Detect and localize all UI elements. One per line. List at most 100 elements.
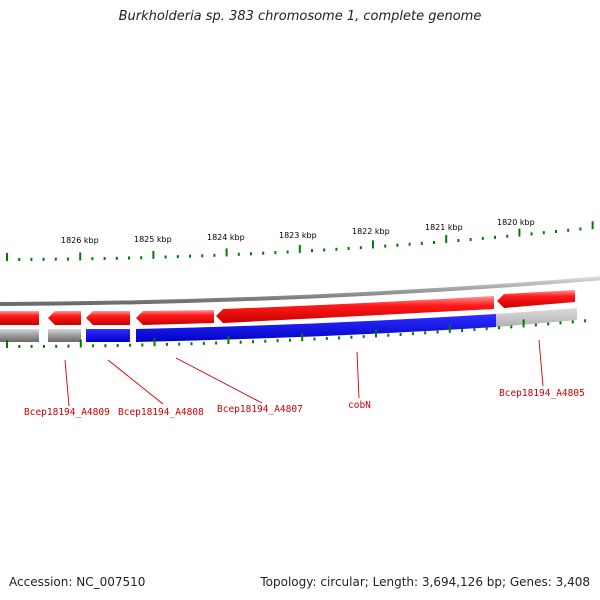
minor-tick: [555, 230, 557, 233]
minor-tick: [396, 243, 399, 247]
gene-segment-reverse[interactable]: [136, 314, 496, 342]
gene-label-a4808[interactable]: Bcep18194_A4808: [118, 407, 204, 418]
gene-arrow-forward[interactable]: [216, 296, 494, 323]
minor-tick: [494, 235, 496, 239]
minor-tick: [165, 342, 168, 346]
minor-tick: [534, 323, 537, 327]
gene-label-a4807[interactable]: Bcep18194_A4807: [217, 404, 303, 415]
major-tick: [153, 338, 156, 347]
minor-tick: [335, 247, 338, 251]
minor-tick: [567, 228, 570, 232]
minor-tick: [91, 257, 94, 261]
minor-tick: [457, 239, 460, 242]
minor-tick: [128, 256, 130, 260]
minor-tick: [141, 343, 144, 347]
minor-tick: [559, 321, 562, 325]
leader-line: [64, 359, 70, 407]
minor-tick: [313, 337, 316, 341]
leader-line: [175, 357, 263, 404]
minor-tick: [387, 333, 390, 337]
tick-marks-upper: [6, 221, 594, 261]
gene-label-cobn[interactable]: cobN: [348, 400, 371, 411]
major-tick: [79, 252, 82, 261]
minor-tick: [408, 242, 411, 246]
genome-summary-text: Topology: circular; Length: 3,694,126 bp…: [260, 575, 590, 589]
minor-tick: [115, 256, 118, 260]
gene-arrow-forward[interactable]: [0, 311, 39, 325]
gene-arrow-forward[interactable]: [497, 290, 575, 308]
minor-tick: [164, 255, 167, 259]
map-title: Burkholderia sp. 383 chromosome 1, compl…: [118, 9, 482, 24]
minor-tick: [178, 342, 181, 346]
minor-tick: [347, 247, 350, 250]
minor-tick: [469, 238, 472, 241]
minor-tick: [176, 255, 179, 259]
leader-line: [356, 351, 360, 399]
major-tick: [518, 228, 521, 237]
gene-arrow-forward[interactable]: [48, 311, 81, 325]
minor-tick: [104, 344, 107, 348]
major-tick: [227, 336, 230, 345]
major-tick: [372, 240, 374, 249]
tick-label: 1823 kbp: [279, 231, 317, 240]
gene-segment-grey: [48, 329, 81, 342]
gene-arrow-forward[interactable]: [136, 310, 214, 325]
minor-tick: [42, 257, 45, 261]
minor-tick: [215, 341, 218, 345]
gene-segment-reverse[interactable]: [86, 329, 130, 342]
major-tick: [301, 333, 304, 342]
minor-tick: [202, 341, 205, 345]
minor-tick: [116, 344, 119, 347]
accession-text: Accession: NC_007510: [9, 575, 146, 589]
minor-tick: [325, 337, 328, 340]
minor-tick: [103, 257, 106, 260]
minor-tick: [473, 328, 476, 332]
minor-tick: [30, 257, 33, 261]
minor-tick: [498, 326, 500, 330]
major-tick: [79, 339, 82, 348]
major-tick: [522, 319, 525, 328]
gene-leader-lines: [64, 339, 544, 407]
minor-tick: [67, 257, 69, 261]
major-tick: [152, 250, 155, 259]
major-tick: [591, 221, 594, 230]
gene-label-a4805[interactable]: Bcep18194_A4805: [499, 388, 585, 399]
leader-line: [538, 339, 544, 387]
minor-tick: [140, 256, 143, 260]
minor-tick: [350, 335, 353, 339]
tick-marks-lower: [6, 319, 587, 348]
minor-tick: [276, 339, 279, 343]
gene-segment-grey: [0, 329, 39, 342]
minor-tick: [54, 257, 57, 261]
major-tick: [448, 324, 451, 333]
minor-tick: [584, 319, 587, 323]
major-tick: [6, 253, 8, 261]
reverse-strand-track: [0, 308, 577, 342]
minor-tick: [547, 322, 550, 326]
minor-tick: [55, 344, 58, 348]
minor-tick: [250, 252, 252, 256]
gene-labels: Bcep18194_A4809 Bcep18194_A4808 Bcep1819…: [24, 388, 585, 418]
minor-tick: [481, 236, 484, 240]
minor-tick: [571, 320, 574, 324]
minor-tick: [424, 331, 427, 335]
minor-tick: [579, 227, 582, 231]
minor-tick: [129, 343, 131, 347]
minor-tick: [542, 231, 545, 235]
minor-tick: [18, 258, 21, 261]
minor-tick: [42, 344, 45, 348]
tick-label: 1825 kbp: [134, 235, 172, 244]
minor-tick: [436, 330, 439, 334]
minor-tick: [201, 254, 204, 258]
minor-tick: [262, 251, 265, 255]
minor-tick: [510, 325, 513, 329]
gene-arrow-forward[interactable]: [86, 311, 130, 325]
major-tick: [375, 329, 377, 338]
minor-tick: [274, 251, 277, 255]
tick-label: 1824 kbp: [207, 233, 245, 242]
major-tick: [445, 235, 448, 243]
minor-tick: [530, 232, 533, 236]
gene-label-a4809[interactable]: Bcep18194_A4809: [24, 407, 110, 418]
minor-tick: [288, 338, 291, 342]
minor-tick: [252, 340, 254, 344]
